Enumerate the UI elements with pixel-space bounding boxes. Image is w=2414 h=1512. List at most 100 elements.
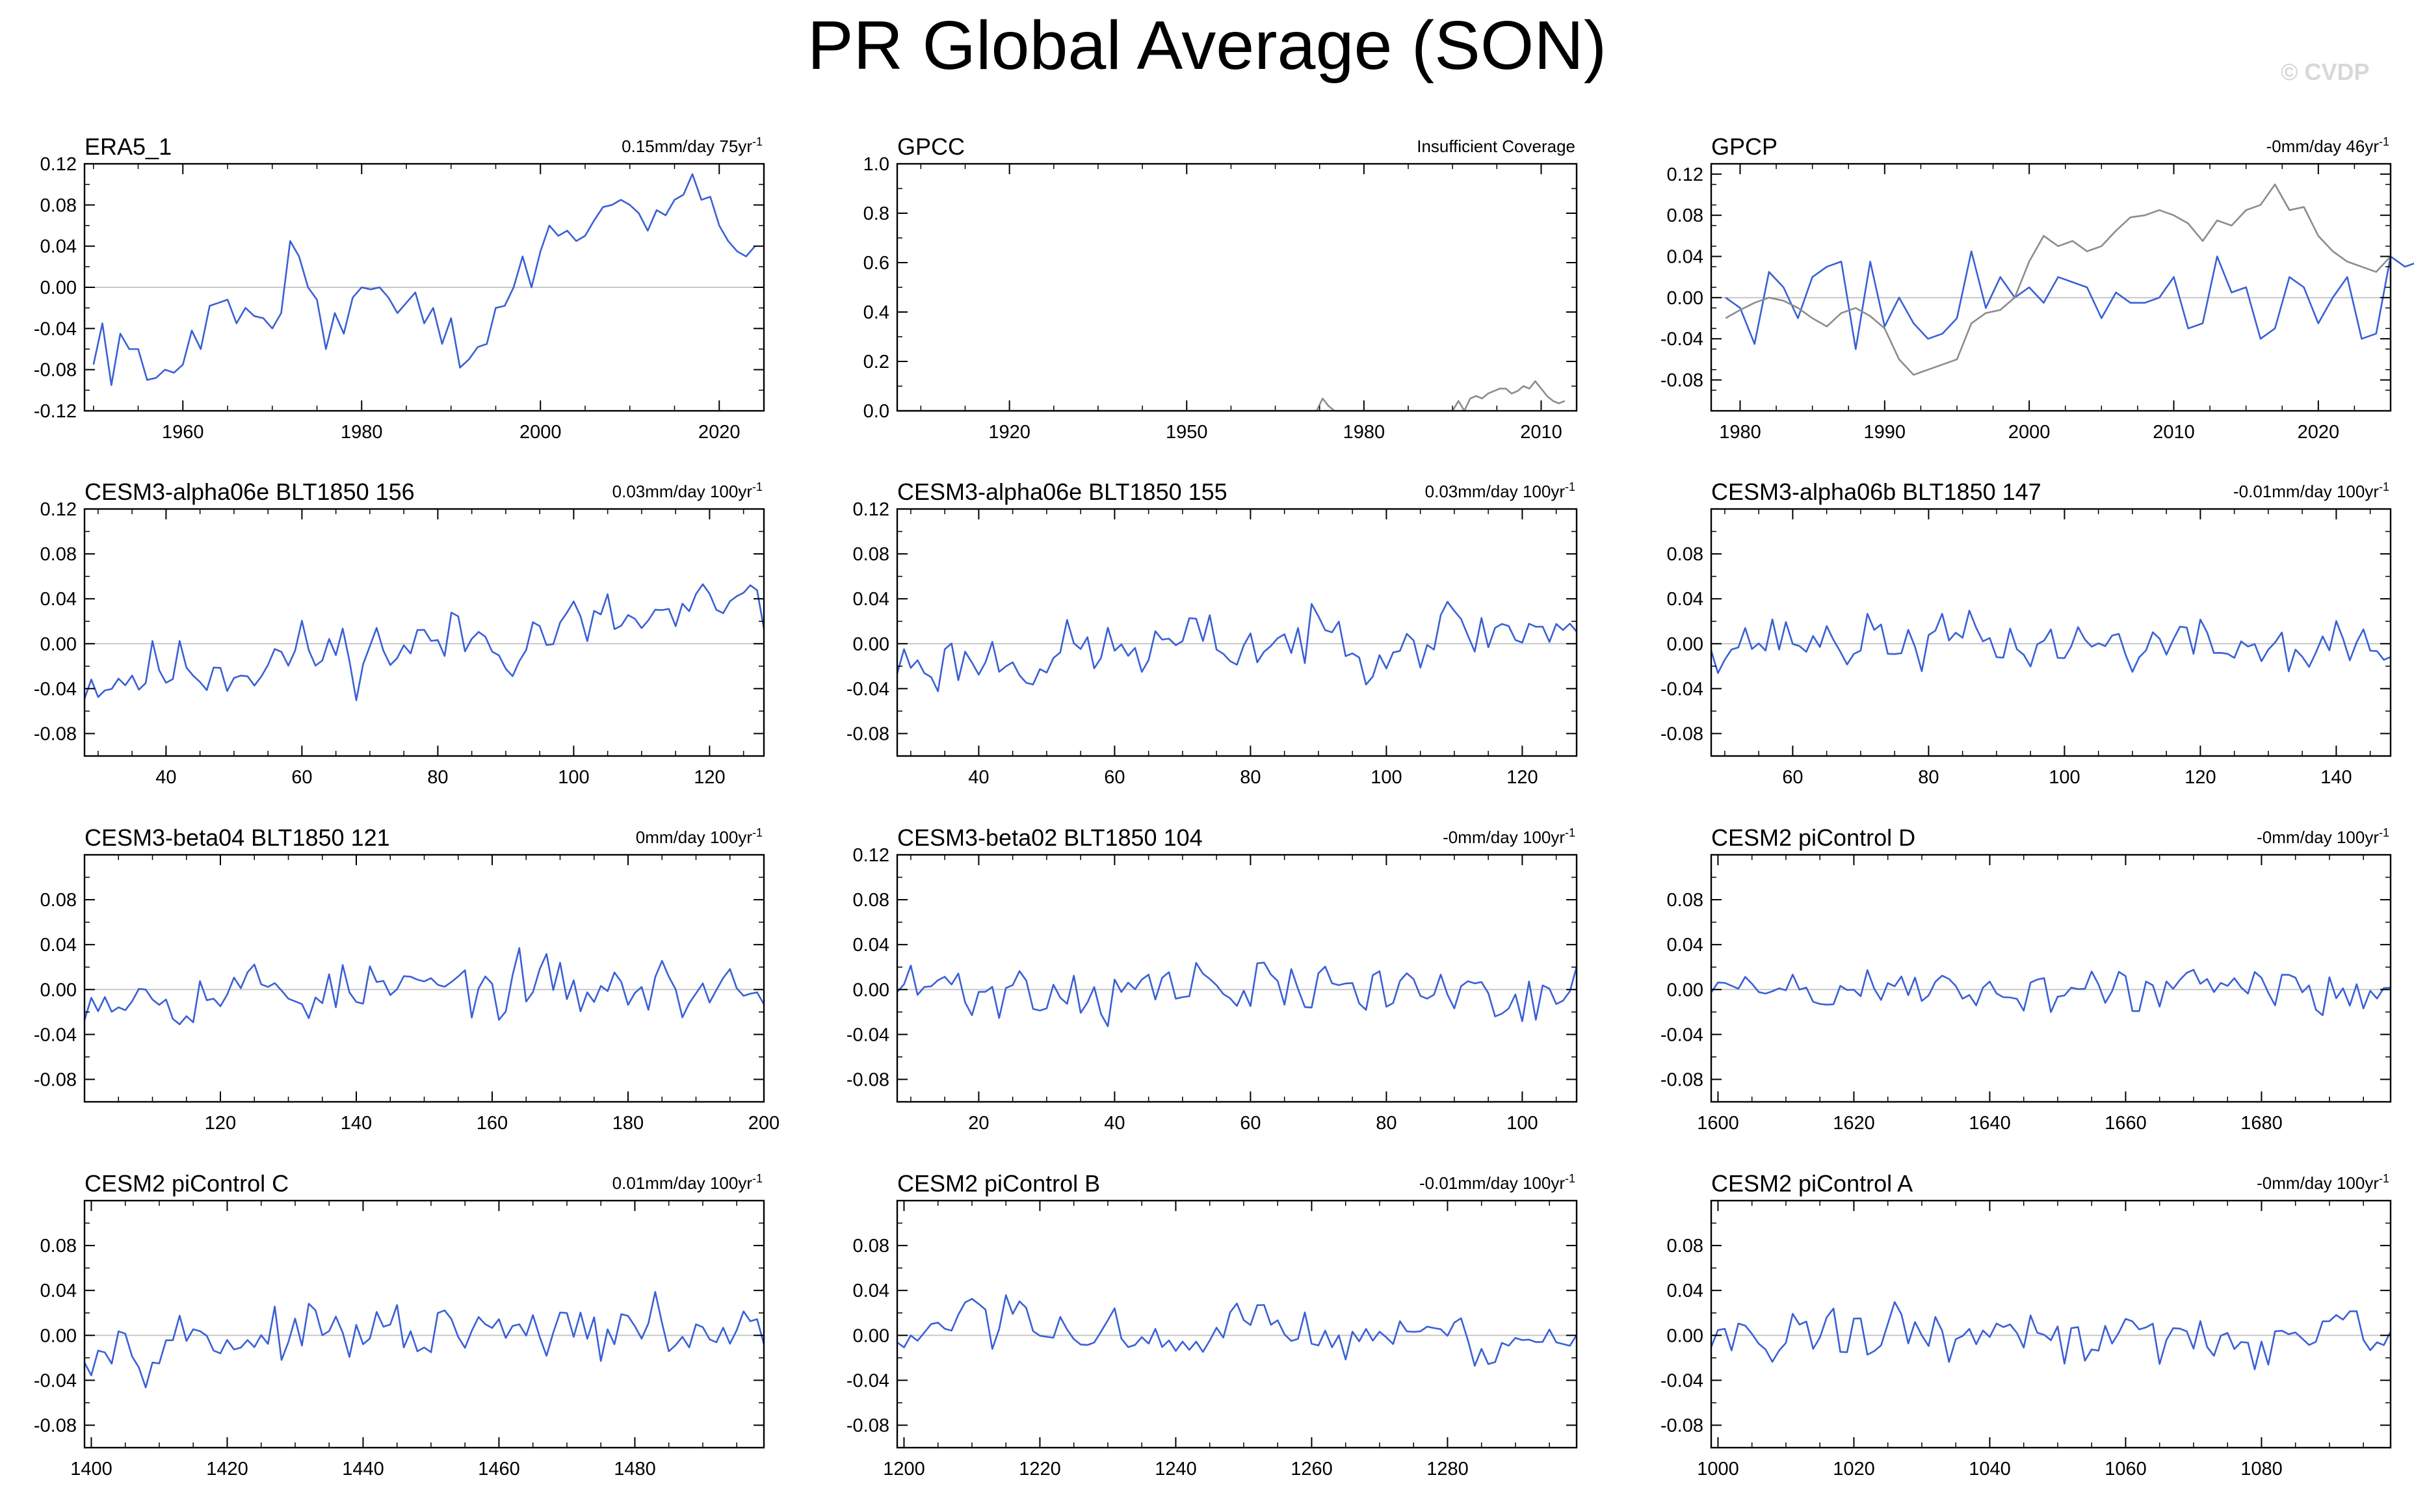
panel-trend: -0.01mm/day 100yr-1 bbox=[1419, 1172, 1575, 1193]
y-tick-label: -0.08 bbox=[1660, 371, 1703, 391]
x-tick-label: 2010 bbox=[2153, 422, 2195, 443]
series-line bbox=[897, 1294, 1578, 1367]
panel-title: CESM2 piControl A bbox=[1711, 1170, 1913, 1197]
panel-title: CESM3-alpha06b BLT1850 147 bbox=[1711, 478, 2041, 505]
y-tick-label: 0.4 bbox=[863, 302, 889, 323]
y-tick-label: 0.04 bbox=[1667, 247, 1703, 268]
series-line bbox=[897, 961, 1578, 1028]
x-tick-label: 1020 bbox=[1833, 1459, 1875, 1479]
plot-frame bbox=[1710, 508, 2392, 757]
x-tick-label: 1080 bbox=[2240, 1459, 2283, 1479]
x-tick-label: 1680 bbox=[2240, 1113, 2283, 1134]
panel-9: CESM2 piControl C 0.01mm/day 100yr-1 0.08 0… bbox=[34, 1170, 765, 1479]
panel-trend: -0mm/day 100yr-1 bbox=[2257, 826, 2389, 847]
y-tick-label: -0.08 bbox=[34, 1415, 77, 1436]
panel-trend: Insufficient Coverage bbox=[1417, 137, 1575, 156]
x-tick-label: 1420 bbox=[206, 1459, 248, 1479]
panel-title: CESM3-beta02 BLT1850 104 bbox=[897, 824, 1203, 851]
y-tick-label: -0.04 bbox=[34, 319, 77, 339]
plot-frame bbox=[896, 1199, 1578, 1449]
series-line bbox=[92, 173, 756, 386]
x-tick-label: 2020 bbox=[2298, 422, 2340, 443]
watermark: © CVDP bbox=[2281, 59, 2370, 85]
x-tick-label: 20 bbox=[968, 1113, 989, 1134]
y-tick-label: -0.04 bbox=[34, 1024, 77, 1045]
x-tick-label: 60 bbox=[1240, 1113, 1261, 1134]
x-tick-label: 1980 bbox=[1719, 422, 1761, 443]
y-tick-label: 0.12 bbox=[40, 154, 77, 175]
y-tick-label: -0.08 bbox=[34, 360, 77, 381]
x-tick-label: 200 bbox=[748, 1113, 780, 1134]
panel-title: CESM3-alpha06e BLT1850 155 bbox=[897, 478, 1227, 505]
x-tick-label: 2020 bbox=[698, 422, 741, 443]
y-tick-label: 0.00 bbox=[40, 980, 77, 1000]
plot-frame bbox=[1710, 854, 2392, 1103]
x-tick-label: 1620 bbox=[1833, 1113, 1875, 1134]
y-tick-label: -0.04 bbox=[1660, 1370, 1703, 1391]
x-tick-label: 1000 bbox=[1697, 1459, 1739, 1479]
y-tick-label: 0.04 bbox=[1667, 935, 1703, 956]
y-tick-label: -0.04 bbox=[1660, 329, 1703, 350]
x-tick-label: 80 bbox=[427, 767, 448, 788]
y-tick-label: 0.00 bbox=[853, 980, 889, 1000]
y-tick-label: 0.04 bbox=[853, 589, 889, 610]
plot-frame bbox=[896, 508, 1578, 757]
panel-7: CESM3-beta02 BLT1850 104 -0mm/day 100yr-1… bbox=[846, 824, 1578, 1134]
y-tick-label: -0.08 bbox=[846, 723, 889, 744]
panel-title: ERA5_1 bbox=[85, 133, 172, 160]
trend-superscript: -1 bbox=[2379, 826, 2389, 839]
trend-superscript: -1 bbox=[1565, 1172, 1575, 1185]
y-tick-label: 0.08 bbox=[853, 890, 889, 911]
x-tick-label: 1460 bbox=[478, 1459, 520, 1479]
series-line bbox=[83, 1291, 765, 1388]
y-tick-label: 0.8 bbox=[863, 203, 889, 224]
y-tick-label: -0.04 bbox=[34, 1370, 77, 1391]
x-tick-label: 80 bbox=[1240, 767, 1261, 788]
x-tick-label: 1600 bbox=[1697, 1113, 1739, 1134]
series-line bbox=[83, 947, 765, 1026]
panel-title: CESM2 piControl B bbox=[897, 1170, 1100, 1197]
trend-superscript: -1 bbox=[2379, 1172, 2389, 1185]
plot-frame bbox=[83, 508, 765, 757]
x-tick-label: 1950 bbox=[1166, 422, 1208, 443]
trend-superscript: -1 bbox=[2379, 135, 2389, 148]
panel-trend: -0mm/day 100yr-1 bbox=[2257, 1172, 2389, 1193]
y-tick-label: 0.08 bbox=[40, 890, 77, 911]
x-tick-label: 2000 bbox=[519, 422, 562, 443]
plot-frame bbox=[896, 854, 1578, 1103]
x-tick-label: 120 bbox=[694, 767, 725, 788]
x-tick-label: 120 bbox=[1506, 767, 1538, 788]
y-tick-label: 0.0 bbox=[863, 401, 889, 422]
x-tick-label: 180 bbox=[612, 1113, 644, 1134]
series-line bbox=[1710, 969, 2391, 1017]
y-tick-label: -0.08 bbox=[34, 1069, 77, 1090]
y-tick-label: 0.04 bbox=[40, 237, 77, 257]
y-tick-label: 0.08 bbox=[1667, 205, 1703, 226]
y-tick-label: 0.12 bbox=[40, 499, 77, 520]
panel-title: CESM2 piControl C bbox=[85, 1170, 289, 1197]
y-tick-label: 0.04 bbox=[853, 935, 889, 956]
y-tick-label: -0.08 bbox=[1660, 1069, 1703, 1090]
trend-superscript: -1 bbox=[752, 480, 763, 493]
series-line bbox=[83, 583, 765, 701]
panel-trend: 0.03mm/day 100yr-1 bbox=[1425, 480, 1575, 501]
y-tick-label: 0.00 bbox=[40, 278, 77, 298]
x-tick-label: 40 bbox=[968, 767, 989, 788]
main-title: PR Global Average (SON) bbox=[807, 7, 1607, 84]
x-tick-label: 60 bbox=[1782, 767, 1803, 788]
y-tick-label: 0.04 bbox=[853, 1281, 889, 1301]
y-tick-label: -0.04 bbox=[1660, 1024, 1703, 1045]
panel-title: CESM2 piControl D bbox=[1711, 824, 1915, 851]
y-tick-label: 0.08 bbox=[40, 1236, 77, 1257]
panel-4: CESM3-alpha06e BLT1850 155 0.03mm/day 100… bbox=[846, 478, 1578, 788]
panel-10: CESM2 piControl B -0.01mm/day 100yr-1 0.08… bbox=[846, 1170, 1578, 1479]
y-tick-label: -0.04 bbox=[846, 679, 889, 699]
x-tick-label: 100 bbox=[1506, 1113, 1538, 1134]
panel-11: CESM2 piControl A -0mm/day 100yr-1 0.08 0.0… bbox=[1660, 1170, 2392, 1479]
y-tick-label: -0.04 bbox=[1660, 679, 1703, 699]
x-tick-label: 1660 bbox=[2105, 1113, 2147, 1134]
y-tick-label: -0.12 bbox=[34, 401, 77, 422]
y-tick-label: 0.08 bbox=[40, 544, 77, 565]
plot-frame bbox=[83, 1199, 765, 1449]
